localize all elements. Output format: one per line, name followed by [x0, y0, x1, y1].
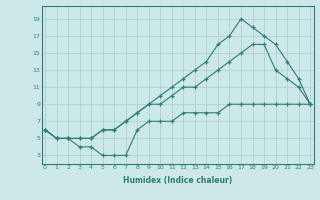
X-axis label: Humidex (Indice chaleur): Humidex (Indice chaleur) [123, 176, 232, 185]
